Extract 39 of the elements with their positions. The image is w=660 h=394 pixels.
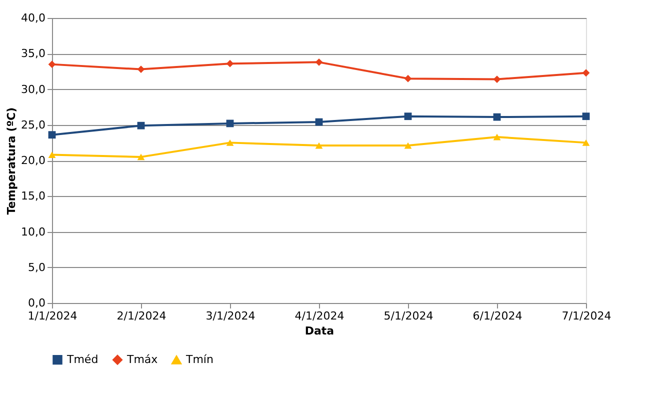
point bbox=[137, 66, 145, 74]
point bbox=[315, 142, 323, 149]
legend-label: Tméd bbox=[66, 352, 98, 366]
point bbox=[226, 120, 234, 128]
y-tick-label: 15,0 bbox=[21, 190, 46, 203]
point bbox=[226, 139, 234, 146]
x-tick-label: 1/1/2024 bbox=[28, 310, 78, 322]
point bbox=[404, 142, 412, 149]
point bbox=[137, 154, 145, 160]
point bbox=[48, 131, 56, 139]
y-tick-label: 5,0 bbox=[28, 260, 46, 274]
x-axis-title: Data bbox=[304, 324, 334, 338]
x-tick-label: 3/1/2024 bbox=[206, 310, 256, 322]
point bbox=[137, 122, 145, 130]
point bbox=[48, 152, 56, 158]
y-tick-label: 25,0 bbox=[21, 118, 46, 132]
y-tick-label: 40,0 bbox=[21, 12, 46, 24]
point bbox=[493, 134, 501, 140]
x-tick-label: 6/1/2024 bbox=[472, 310, 522, 322]
legend-label: Tmín bbox=[185, 353, 214, 366]
point bbox=[582, 69, 590, 77]
y-axis-title: Temperatura (ºC) bbox=[5, 107, 18, 215]
point bbox=[404, 112, 412, 120]
point bbox=[226, 60, 234, 68]
y-tick-label: 10,0 bbox=[21, 225, 46, 238]
point bbox=[582, 139, 590, 146]
point bbox=[404, 74, 412, 82]
point bbox=[48, 60, 56, 68]
x-tick-label: 2/1/2024 bbox=[116, 310, 166, 322]
point bbox=[315, 58, 323, 66]
y-tick-label: 0,0 bbox=[28, 296, 46, 310]
x-tick-label: 4/1/2024 bbox=[294, 310, 344, 322]
point bbox=[582, 112, 590, 120]
x-tick-label: 5/1/2024 bbox=[384, 310, 434, 322]
legend-label: Tmáx bbox=[126, 352, 158, 366]
y-tick-label: 35,0 bbox=[21, 47, 46, 60]
y-tick-label: 20,0 bbox=[21, 154, 46, 167]
x-tick-label: 7/1/2024 bbox=[562, 310, 612, 322]
y-tick-label: 30,0 bbox=[21, 82, 46, 96]
